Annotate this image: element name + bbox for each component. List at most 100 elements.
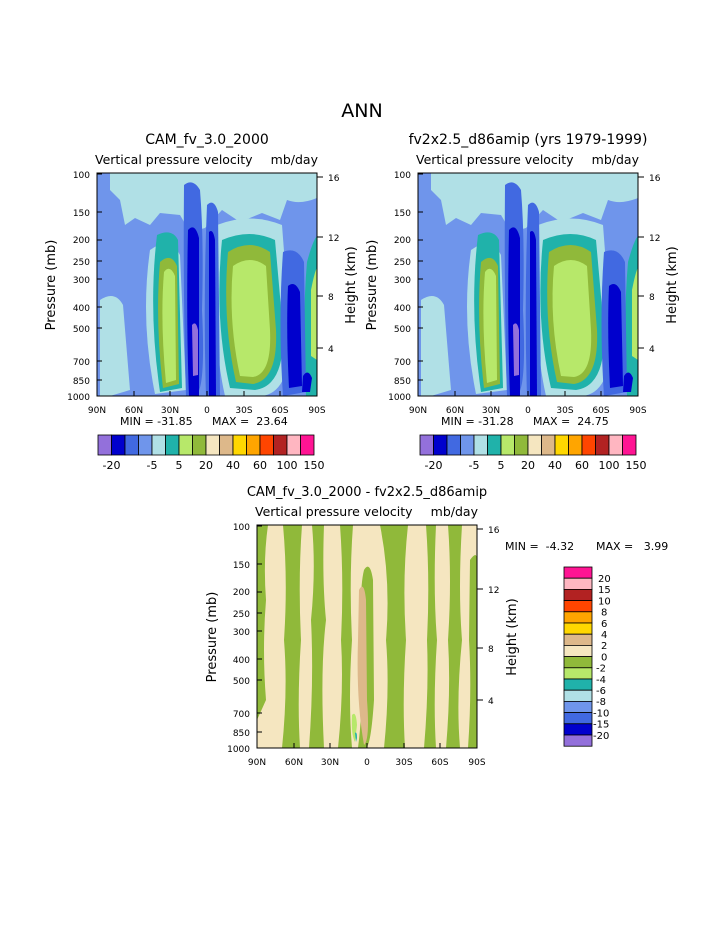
contour-band (632, 268, 638, 360)
colorbar-label: 5 (498, 459, 505, 472)
colorbar-swatch (563, 577, 593, 590)
contour-band (110, 173, 317, 232)
y-tick-label: 100 (233, 523, 250, 533)
colorbar-label: 60 (253, 459, 267, 472)
colorbar-label: 0 (601, 652, 607, 663)
contour-field (257, 525, 477, 748)
x-tick-label: 90N (88, 406, 106, 416)
panel-subtitle-left: Vertical pressure velocity (255, 504, 413, 519)
contour-field (418, 173, 638, 396)
contour-band (231, 260, 271, 377)
colorbar-swatch (460, 434, 475, 456)
colorbar-swatch (205, 434, 220, 456)
max-stat: MAX = 23.64 (212, 415, 288, 428)
panel-difference: CAM_fv_3.0_2000 - fv2x2.5_d86amip Vertic… (205, 485, 668, 768)
min-stat: MIN = -31.85 (120, 415, 193, 428)
x-tick-label: 0 (525, 406, 531, 416)
colorbar-label: -8 (596, 697, 606, 708)
y2-axis-label: Height (km) (665, 246, 680, 323)
y-tick-label: 700 (233, 710, 250, 720)
x-tick-label: 30S (395, 758, 412, 768)
contour-band (287, 284, 302, 388)
x-ticks (133, 391, 281, 396)
contour-band (338, 525, 353, 748)
colorbar-swatch (286, 434, 301, 456)
colorbar-swatch (563, 600, 593, 613)
contour-band (357, 586, 368, 745)
contour-band (282, 525, 302, 748)
x-tick-label: 90S (308, 406, 325, 416)
max-stat: MAX = 24.75 (533, 415, 609, 428)
y-tick-label: 300 (394, 276, 411, 286)
contour-band (311, 268, 317, 360)
contour-band (192, 323, 198, 376)
colorbar-swatch (563, 645, 593, 658)
y2-tick-label: 4 (649, 345, 655, 355)
colorbar-swatch (124, 434, 139, 456)
colorbar-swatch (246, 434, 261, 456)
colorbar-swatch (300, 434, 315, 456)
y-axis: 100 150 200 250 300 400 500 700 850 1000… (205, 523, 262, 755)
y-tick-label: 100 (73, 171, 90, 181)
y-tick-label: 700 (73, 358, 90, 368)
colorbar-label: 40 (548, 459, 562, 472)
colorbar-swatch (554, 434, 569, 456)
y-tick-label: 100 (394, 171, 411, 181)
colorbar-vertical: 20 15 10 8 6 4 2 0 -2 -4 -6 -8 -10 -15 -… (563, 566, 611, 747)
panel-title: fv2x2.5_d86amip (yrs 1979-1999) (409, 132, 648, 148)
colorbar-swatch (433, 434, 448, 456)
colorbar-swatch (446, 434, 461, 456)
colorbar-swatch (563, 622, 593, 635)
colorbar-swatch (97, 434, 112, 456)
y2-ticks (317, 176, 323, 349)
y2-tick-label: 8 (328, 293, 334, 303)
colorbar-swatch (541, 434, 556, 456)
contour-band (608, 284, 623, 388)
contour-band (302, 372, 312, 392)
x-tick-label: 30N (482, 406, 500, 416)
colorbar-swatch (568, 434, 583, 456)
y2-tick-label: 8 (488, 645, 494, 655)
colorbar-swatch (563, 667, 593, 680)
colorbar-swatch (563, 611, 593, 624)
colorbar-swatch (563, 633, 593, 646)
y2-axis: 16 12 8 4 Height (km) (477, 526, 520, 707)
colorbar-label: -20 (593, 731, 609, 742)
y2-axis: 16 12 8 4 Height (km) (638, 174, 680, 355)
x-tick-label: 90N (248, 758, 266, 768)
colorbar-label: 6 (601, 619, 607, 630)
contour-band (209, 231, 216, 396)
colorbar-label: 100 (277, 459, 298, 472)
y-tick-label: 500 (233, 677, 250, 687)
colorbar-swatch (514, 434, 529, 456)
contour-band (530, 231, 537, 396)
y-axis-label: Pressure (mb) (365, 240, 380, 331)
colorbar-label: -15 (593, 720, 609, 731)
panel-subtitle-right: mb/day (592, 152, 640, 167)
y-tick-label: 1000 (67, 393, 90, 403)
y2-tick-label: 12 (488, 586, 499, 596)
colorbar-swatch (473, 434, 488, 456)
y2-tick-label: 16 (328, 174, 340, 184)
colorbar-swatch (563, 701, 593, 714)
y-tick-label: 500 (394, 325, 411, 335)
y2-axis-label: Height (km) (505, 598, 520, 675)
colorbar-swatch (487, 434, 502, 456)
contour-field (97, 173, 317, 396)
y-tick-label: 150 (73, 209, 90, 219)
x-tick-label: 60S (271, 406, 288, 416)
contour-band (424, 525, 437, 748)
colorbar-swatch (259, 434, 274, 456)
colorbar-swatch (273, 434, 288, 456)
y2-tick-label: 12 (328, 234, 339, 244)
y-tick-label: 300 (233, 628, 250, 638)
colorbar: -20 -5 5 20 40 60 100 150 (419, 434, 647, 472)
y-tick-label: 250 (73, 258, 90, 268)
y-axis-label: Pressure (mb) (205, 592, 220, 683)
colorbar-label: -10 (593, 708, 609, 719)
colorbar-label: -2 (596, 664, 606, 675)
x-tick-label: 60N (446, 406, 464, 416)
y-axis: 100 150 200 250 300 400 500 700 850 1000… (365, 171, 423, 403)
colorbar-swatch (563, 589, 593, 602)
